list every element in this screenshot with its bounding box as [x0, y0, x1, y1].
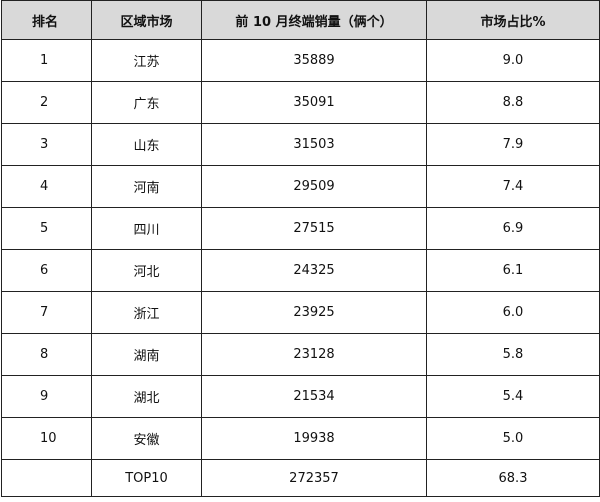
table-cell	[1, 459, 92, 497]
table-cell: 29509	[201, 165, 427, 208]
table-row: 6 河北 24325 6.1	[1, 249, 600, 292]
table-cell: 10	[1, 417, 92, 460]
header-row: 排名 区域市场前 10 月终端销量（俩个） 市场占比%	[1, 0, 600, 40]
table-cell: 四川	[91, 207, 202, 250]
table-cell: 湖北	[91, 375, 202, 418]
table-row: 8 湖南 23128 5.8	[1, 333, 600, 376]
table-row: 1 江苏 35889 9.0	[1, 39, 600, 82]
table-cell: 19938	[201, 417, 427, 460]
table-cell: 河北	[91, 249, 202, 292]
table-cell: 河南	[91, 165, 202, 208]
table-cell: 6.0	[426, 291, 600, 334]
table-cell: 6.1	[426, 249, 600, 292]
table-row: 10 安徽 19938 5.0	[1, 417, 600, 460]
table-cell: 7	[1, 291, 92, 334]
table-cell: 浙江	[91, 291, 202, 334]
table-cell: 7.4	[426, 165, 600, 208]
table-cell: 8	[1, 333, 92, 376]
table-cell: 24325	[201, 249, 427, 292]
table-cell: 35889	[201, 39, 427, 82]
table-cell: 23925	[201, 291, 427, 334]
table-cell: 山东	[91, 123, 202, 166]
table-cell: 5.4	[426, 375, 600, 418]
table-row: 7 浙江 23925 6.0	[1, 291, 600, 334]
table-body: 1 江苏 35889 9.0 2 广东 35091 8.8 3 山东 31503 7.9 4 河南 2950…	[1, 39, 600, 497]
table-cell: 4	[1, 165, 92, 208]
header-cell: 排名	[1, 0, 92, 40]
table-cell: 6	[1, 249, 92, 292]
table-cell: 湖南	[91, 333, 202, 376]
table-cell: 安徽	[91, 417, 202, 460]
table-cell: 8.8	[426, 81, 600, 124]
table-cell: 23128	[201, 333, 427, 376]
table-cell: 5	[1, 207, 92, 250]
header-cell: 区域市场	[91, 0, 202, 40]
table-cell: 6.9	[426, 207, 600, 250]
table-cell: 5.0	[426, 417, 600, 460]
table-row: 9 湖北 21534 5.4	[1, 375, 600, 418]
table-row: 3 山东 31503 7.9	[1, 123, 600, 166]
table-cell: 3	[1, 123, 92, 166]
total-share: 68.3	[426, 459, 600, 497]
table-row: 5 四川 27515 6.9	[1, 207, 600, 250]
table-cell: 7.9	[426, 123, 600, 166]
table-cell: 21534	[201, 375, 427, 418]
table-row: 4 河南 29509 7.4	[1, 165, 600, 208]
table-cell: 1	[1, 39, 92, 82]
header-cell: 前 10 月终端销量（俩个）	[201, 0, 427, 40]
total-label: TOP10	[91, 459, 202, 497]
table-cell: 27515	[201, 207, 427, 250]
total-row: TOP10 272357 68.3	[1, 459, 600, 497]
table-cell: 2	[1, 81, 92, 124]
header-cell: 市场占比%	[426, 0, 600, 40]
total-sales: 272357	[201, 459, 427, 497]
table-cell: 35091	[201, 81, 427, 124]
table-cell: 9	[1, 375, 92, 418]
table-cell: 江苏	[91, 39, 202, 82]
table-row: 2 广东 35091 8.8	[1, 81, 600, 124]
table-cell: 31503	[201, 123, 427, 166]
table-cell: 广东	[91, 81, 202, 124]
table-cell: 5.8	[426, 333, 600, 376]
table-cell: 9.0	[426, 39, 600, 82]
